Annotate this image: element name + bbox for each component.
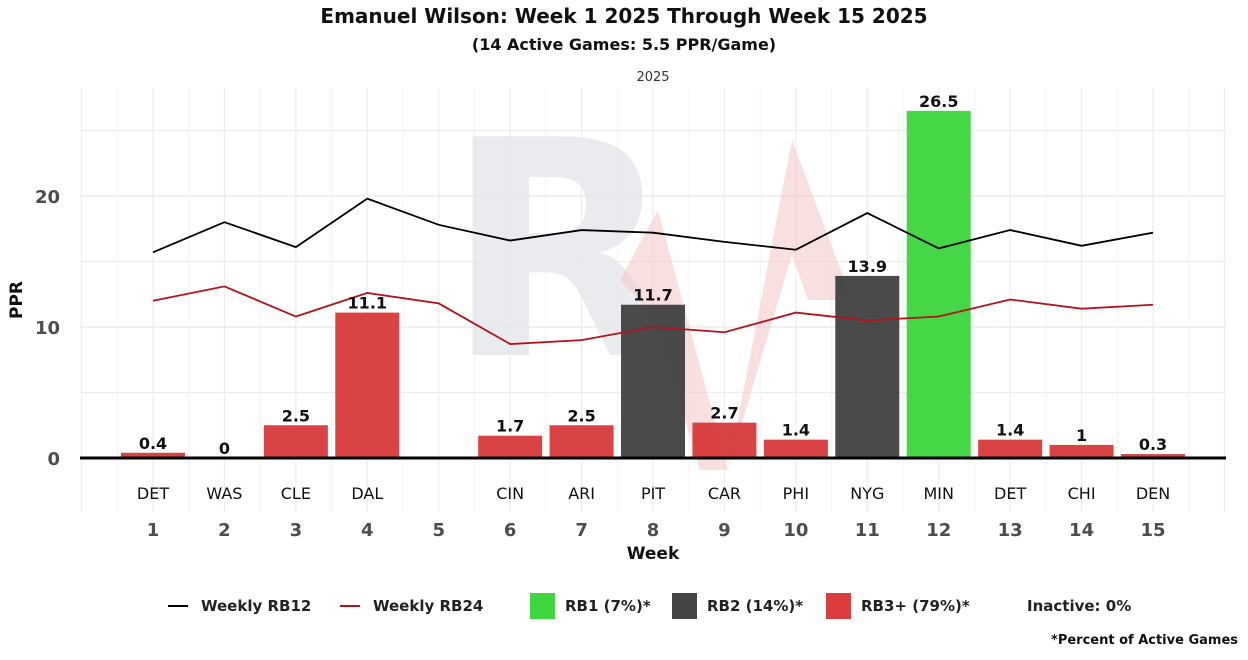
x-axis-label: Week — [627, 544, 680, 564]
bar-label-week-10: 1.4 — [782, 421, 810, 440]
legend-color-swatch — [530, 593, 555, 619]
opponent-label-week-7: ARI — [568, 484, 595, 503]
opponent-label-week-3: CLE — [281, 484, 311, 503]
bar-labels: 0.4 0 2.5 11.1 1.7 2.5 11.7 2.7 1.4 13.9 26.5 1.4 1 0… — [139, 92, 1167, 458]
bar-label-week-7: 2.5 — [567, 406, 595, 425]
opponent-label-week-6: CIN — [496, 484, 524, 503]
bar-label-week-2: 0 — [219, 439, 230, 458]
opponent-label-week-11: NYG — [850, 484, 884, 503]
x-tick-label: 9 — [718, 520, 731, 541]
x-tick-label: 11 — [855, 520, 880, 541]
opponent-label-week-13: DET — [994, 484, 1026, 503]
legend-item-weekly-rb12: Weekly RB12 — [168, 592, 311, 620]
chart-subtitle: (14 Active Games: 5.5 PPR/Game) — [471, 35, 777, 54]
bar-week-13 — [978, 439, 1043, 458]
legend-item-weekly-rb24: Weekly RB24 — [340, 592, 483, 620]
bar-week-10 — [763, 439, 828, 458]
y-axis-label: PPR — [7, 281, 27, 319]
x-tick-label: 15 — [1140, 520, 1165, 541]
opponent-label-week-2: WAS — [206, 484, 242, 503]
legend-label: RB2 (14%)* — [707, 597, 804, 615]
x-tick-label: 7 — [575, 520, 588, 541]
bar-label-week-3: 2.5 — [282, 406, 310, 425]
legend-line-swatch — [340, 605, 360, 607]
chart-title: Emanuel Wilson: Week 1 2025 Through Week… — [320, 4, 928, 28]
bar-week-3 — [263, 425, 328, 458]
bar-label-week-1: 0.4 — [139, 434, 167, 453]
opponent-label-week-9: CAR — [708, 484, 741, 503]
y-tick-label: 0 — [47, 449, 60, 470]
bar-label-week-4: 11.1 — [348, 294, 387, 313]
opponent-label-week-14: CHI — [1068, 484, 1096, 503]
bar-label-week-6: 1.7 — [496, 417, 524, 436]
x-tick-label: 6 — [504, 520, 517, 541]
x-tick-label: 2 — [218, 520, 231, 541]
bar-label-week-8: 11.7 — [633, 286, 672, 305]
legend-item-rb2-14: RB2 (14%)* — [672, 592, 803, 620]
x-tick-label: 5 — [432, 520, 445, 541]
opponent-label-week-4: DAL — [351, 484, 383, 503]
bar-label-week-15: 0.3 — [1139, 435, 1167, 454]
legend-label: Weekly RB12 — [201, 597, 312, 615]
legend-label: RB1 (7%)* — [565, 597, 651, 615]
legend-line-swatch — [168, 605, 188, 607]
legend-item-rb3-79: RB3+ (79%)* — [826, 592, 970, 620]
legend-label: Inactive: 0% — [1027, 597, 1132, 615]
x-tick-label: 1 — [147, 520, 160, 541]
opponent-label-week-8: PIT — [641, 484, 665, 503]
bar-week-15 — [1121, 454, 1186, 458]
y-tick-label: 20 — [35, 187, 60, 208]
bar-week-4 — [335, 312, 400, 458]
bar-week-7 — [549, 425, 614, 458]
bar-week-11 — [835, 275, 900, 458]
x-tick-label: 13 — [998, 520, 1023, 541]
legend-label: RB3+ (79%)* — [861, 597, 970, 615]
opponent-label-week-1: DET — [137, 484, 169, 503]
bar-label-week-12: 26.5 — [919, 92, 958, 111]
legend-item-inactive-0: Inactive: 0% — [1027, 592, 1131, 620]
lines — [152, 197, 1154, 345]
x-tick-label: 14 — [1069, 520, 1094, 541]
bar-week-14 — [1049, 444, 1114, 458]
footnote: *Percent of Active Games — [1051, 633, 1238, 648]
facet-label: 2025 — [636, 70, 670, 85]
x-tick-label: 10 — [783, 520, 808, 541]
legend-label: Weekly RB24 — [373, 597, 484, 615]
opponent-label-week-15: DEN — [1136, 484, 1170, 503]
x-tick-label: 12 — [926, 520, 951, 541]
x-tick-label: 4 — [361, 520, 374, 541]
y-tick-label: 10 — [35, 318, 60, 339]
legend-color-swatch — [672, 593, 697, 619]
bar-label-week-11: 13.9 — [848, 257, 887, 276]
bar-week-12 — [906, 110, 971, 458]
line-weekly-rb12 — [152, 197, 1154, 254]
x-tick-label: 3 — [290, 520, 303, 541]
bar-label-week-13: 1.4 — [996, 421, 1024, 440]
legend-item-rb1-7: RB1 (7%)* — [530, 592, 651, 620]
legend: Weekly RB12 Weekly RB24 RB1 (7%)* RB2 (14%)… — [0, 592, 1248, 620]
legend-color-swatch — [826, 593, 851, 619]
opponent-label-week-10: PHI — [783, 484, 809, 503]
line-weekly-rb24 — [152, 285, 1154, 345]
bar-week-9 — [692, 422, 757, 458]
bar-label-week-9: 2.7 — [710, 404, 738, 423]
bar-week-6 — [478, 435, 543, 458]
bar-week-1 — [121, 452, 185, 458]
bar-label-week-14: 1 — [1076, 426, 1087, 445]
x-tick-label: 8 — [647, 520, 660, 541]
opponent-label-week-12: MIN — [923, 484, 954, 503]
